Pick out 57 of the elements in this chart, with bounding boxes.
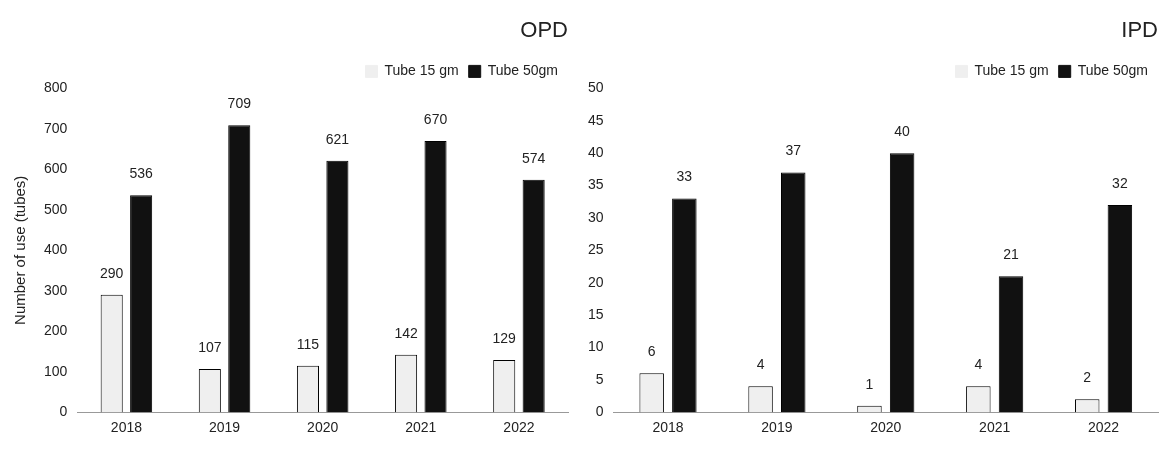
y-tick-label: 40	[587, 144, 604, 161]
data-label: 129	[492, 329, 517, 346]
legend-label: Tube 50gm	[1077, 62, 1149, 79]
y-tick-label: 300	[44, 281, 68, 298]
data-label: 142	[394, 324, 418, 341]
y-tick-label: 700	[44, 119, 68, 136]
x-tick-label: 2021	[405, 419, 437, 436]
data-label: 2	[1083, 369, 1092, 386]
x-tick-label: 2022	[1087, 419, 1120, 436]
data-label: 1	[865, 375, 874, 392]
y-tick-label: 20	[587, 273, 604, 290]
chart-title: IPD	[1121, 17, 1158, 43]
data-label: 4	[974, 356, 983, 373]
x-tick-label: 2020	[870, 419, 902, 436]
data-label: 107	[198, 338, 222, 355]
y-tick-label: 200	[44, 322, 68, 339]
data-label: 709	[227, 95, 252, 112]
y-tick-label: 45	[587, 111, 604, 128]
x-tick-label: 2019	[208, 419, 241, 436]
data-label: 32	[1112, 174, 1128, 191]
legend-label: Tube 50gm	[487, 62, 559, 79]
x-tick-label: 2018	[110, 419, 143, 436]
x-tick-label: 2022	[503, 419, 535, 436]
x-tick-label: 2020	[307, 419, 339, 436]
data-label: 37	[785, 142, 802, 159]
y-tick-label: 35	[587, 176, 604, 193]
data-label: 536	[129, 165, 154, 182]
data-label: 6	[647, 343, 656, 360]
y-tick-label: 100	[44, 362, 68, 379]
data-label: 33	[676, 168, 693, 185]
x-tick-label: 2019	[761, 419, 793, 436]
y-tick-label: 15	[587, 305, 604, 322]
x-tick-label: 2018	[652, 419, 684, 436]
data-label: 670	[423, 110, 448, 127]
y-tick-label: 5	[595, 370, 604, 387]
y-tick-label: 50	[587, 79, 604, 96]
x-tick-label: 2021	[979, 419, 1011, 436]
y-tick-label: 800	[44, 79, 68, 96]
chart-title: OPD	[520, 17, 568, 43]
y-tick-label: 500	[44, 200, 68, 217]
y-tick-label: 25	[587, 241, 604, 258]
y-tick-label: 30	[587, 208, 604, 225]
y-tick-label: 0	[595, 403, 604, 420]
data-label: 574	[521, 149, 546, 166]
data-label: 40	[894, 123, 911, 140]
y-tick-label: 0	[59, 403, 68, 420]
y-tick-label: 600	[44, 160, 68, 177]
y-tick-label: 400	[44, 241, 68, 258]
data-label: 290	[100, 264, 124, 281]
legend-label: Tube 15 gm	[974, 62, 1049, 79]
y-axis-title: Number of use (tubes)	[11, 175, 29, 325]
y-tick-label: 10	[587, 338, 604, 355]
data-label: 21	[1003, 246, 1019, 263]
data-label: 4	[756, 356, 765, 373]
legend-label: Tube 15 gm	[384, 62, 459, 79]
data-label: 621	[325, 130, 350, 147]
data-label: 115	[296, 335, 320, 352]
